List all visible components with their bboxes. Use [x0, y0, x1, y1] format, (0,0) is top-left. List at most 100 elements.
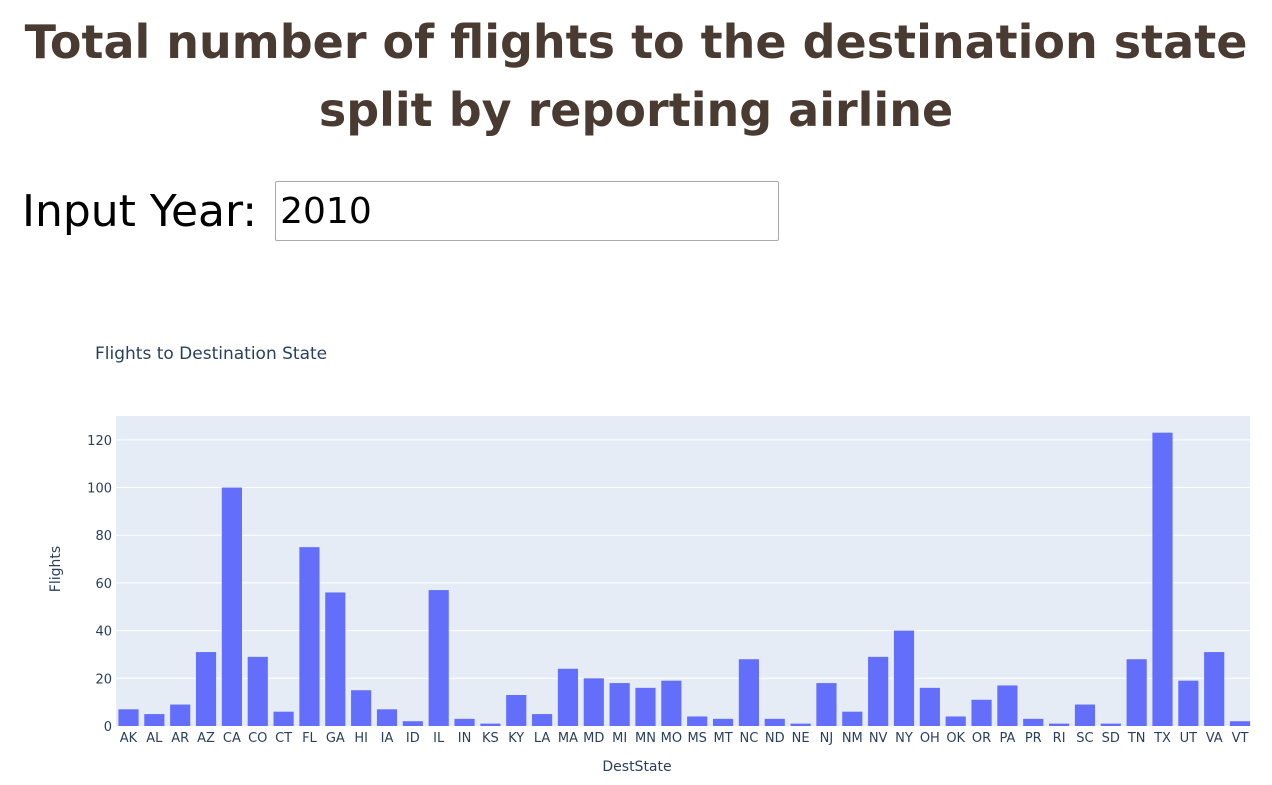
bar[interactable] — [583, 678, 604, 726]
bar[interactable] — [687, 716, 708, 726]
bar[interactable] — [609, 683, 630, 726]
x-tick-label: SC — [1076, 731, 1093, 746]
x-tick-label: OK — [946, 731, 965, 746]
bar[interactable] — [299, 547, 320, 726]
bar[interactable] — [118, 709, 139, 726]
x-tick-label: GA — [326, 731, 345, 746]
x-tick-label: LA — [534, 731, 551, 746]
bar[interactable] — [919, 687, 940, 726]
x-tick-label: AL — [146, 731, 163, 746]
chart-title: Flights to Destination State — [95, 344, 327, 364]
x-tick-label: NC — [739, 731, 758, 746]
chart-container: 0 20 40 60 80 100 120 AK AL AR AZ CA CO CT FL GA HI IA ID… — [0, 330, 1272, 781]
bar[interactable] — [842, 711, 863, 726]
bar[interactable] — [1023, 718, 1044, 726]
x-tick-label: VT — [1232, 731, 1249, 746]
bar[interactable] — [1100, 723, 1121, 726]
x-tick-label: OH — [920, 731, 940, 746]
x-tick-label: NV — [869, 731, 888, 746]
x-tick-label: PA — [999, 731, 1015, 746]
x-tick-label: TN — [1127, 731, 1146, 746]
bar[interactable] — [1126, 659, 1147, 726]
bar[interactable] — [221, 487, 242, 726]
bar[interactable] — [454, 718, 475, 726]
bar[interactable] — [195, 652, 217, 726]
bar[interactable] — [712, 718, 734, 726]
x-tick-label: NY — [895, 731, 913, 746]
year-input[interactable] — [275, 181, 780, 241]
x-tick-label: CT — [275, 731, 292, 746]
bar[interactable] — [1178, 680, 1199, 726]
x-tick-label: NJ — [820, 731, 834, 746]
bar[interactable] — [764, 718, 785, 726]
bar[interactable] — [506, 695, 527, 726]
x-tick-label: MT — [713, 731, 732, 746]
y-tick-label: 100 — [87, 482, 112, 497]
page-title: Total number of flights to the destinati… — [24, 15, 1248, 137]
bar[interactable] — [893, 630, 915, 726]
x-tick-label: AZ — [197, 731, 215, 746]
bar[interactable] — [661, 680, 682, 726]
plot-background — [116, 416, 1250, 726]
x-tick-label: OR — [972, 731, 991, 746]
bar-chart: 0 20 40 60 80 100 120 AK AL AR AZ CA CO CT FL GA HI IA ID… — [48, 344, 1251, 775]
input-year-label: Input Year: — [22, 185, 258, 237]
x-tick-label: FL — [302, 731, 317, 746]
y-tick-label: 120 — [87, 434, 112, 449]
x-tick-label: CA — [223, 731, 241, 746]
bar[interactable] — [351, 690, 372, 726]
bar[interactable] — [1049, 723, 1070, 726]
bar[interactable] — [971, 699, 992, 726]
bar[interactable] — [480, 723, 501, 726]
bar[interactable] — [557, 668, 579, 726]
x-tick-label: CO — [248, 731, 267, 746]
bar[interactable] — [738, 659, 759, 726]
bar[interactable] — [997, 685, 1018, 726]
bar[interactable] — [402, 721, 423, 726]
bar[interactable] — [376, 709, 398, 726]
x-tick-label: SD — [1102, 731, 1120, 746]
bar[interactable] — [945, 716, 966, 726]
bar[interactable] — [635, 687, 656, 726]
bar[interactable] — [1204, 652, 1225, 726]
y-tick-label: 80 — [95, 529, 112, 544]
bar[interactable] — [170, 704, 191, 726]
bar[interactable] — [868, 656, 889, 726]
x-tick-label: KS — [482, 731, 499, 746]
x-tick-label: UT — [1180, 731, 1198, 746]
x-tick-label: NE — [792, 731, 810, 746]
y-tick-label: 20 — [95, 672, 112, 687]
x-tick-labels: AK AL AR AZ CA CO CT FL GA HI IA ID IL IN KS KY LA MA MD MI… — [120, 731, 1249, 746]
y-tick-label: 0 — [104, 720, 112, 735]
x-axis-title: DestState — [602, 759, 671, 775]
x-tick-label: HI — [354, 731, 368, 746]
x-tick-label: MO — [661, 731, 682, 746]
bar[interactable] — [1229, 721, 1251, 726]
bar[interactable] — [144, 714, 165, 726]
y-tick-labels: 0 20 40 60 80 100 120 — [87, 434, 112, 735]
bar[interactable] — [816, 683, 837, 726]
x-tick-label: MA — [558, 731, 578, 746]
x-tick-label: RI — [1053, 731, 1066, 746]
x-tick-label: NM — [842, 731, 863, 746]
bar[interactable] — [532, 714, 553, 726]
bars — [118, 432, 1251, 726]
x-tick-label: IL — [433, 731, 445, 746]
y-tick-label: 60 — [95, 577, 112, 592]
bar[interactable] — [790, 723, 811, 726]
x-tick-label: PR — [1025, 731, 1042, 746]
x-tick-label: MS — [687, 731, 706, 746]
x-tick-label: KY — [508, 731, 524, 746]
bar[interactable] — [325, 592, 346, 726]
x-tick-label: IN — [458, 731, 472, 746]
bar[interactable] — [428, 590, 449, 726]
x-tick-label: AR — [171, 731, 189, 746]
bar[interactable] — [1074, 704, 1096, 726]
bar[interactable] — [273, 711, 294, 726]
bar[interactable] — [1152, 432, 1173, 726]
x-tick-label: ID — [406, 731, 420, 746]
x-tick-label: MD — [583, 731, 604, 746]
x-tick-label: AK — [120, 731, 138, 746]
x-tick-label: VA — [1206, 731, 1223, 746]
bar[interactable] — [247, 656, 268, 726]
